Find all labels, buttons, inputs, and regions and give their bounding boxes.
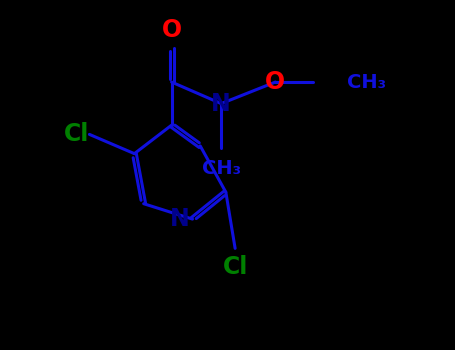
Text: CH₃: CH₃	[348, 72, 386, 92]
Text: Cl: Cl	[64, 122, 90, 146]
Text: Cl: Cl	[222, 254, 248, 279]
Text: CH₃: CH₃	[202, 159, 241, 178]
Text: N: N	[170, 207, 189, 231]
Text: O: O	[265, 70, 285, 94]
Text: N: N	[211, 92, 231, 116]
Text: O: O	[162, 18, 182, 42]
